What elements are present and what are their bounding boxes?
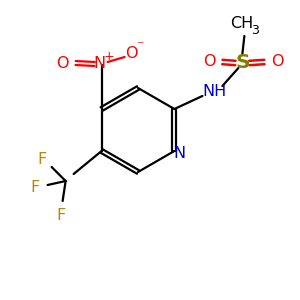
Text: 3: 3 xyxy=(251,23,259,37)
Text: O: O xyxy=(56,56,69,70)
Text: NH: NH xyxy=(202,83,226,98)
Text: F: F xyxy=(37,152,46,166)
Text: F: F xyxy=(56,208,65,224)
Text: N: N xyxy=(173,146,185,161)
Text: S: S xyxy=(235,53,250,73)
Text: CH: CH xyxy=(230,16,253,32)
Text: N: N xyxy=(94,56,106,70)
Text: F: F xyxy=(30,181,39,196)
Text: O: O xyxy=(271,55,283,70)
Text: O: O xyxy=(203,55,216,70)
Text: +: + xyxy=(103,50,114,64)
Text: O: O xyxy=(125,46,138,61)
Text: ⁻: ⁻ xyxy=(136,39,143,53)
